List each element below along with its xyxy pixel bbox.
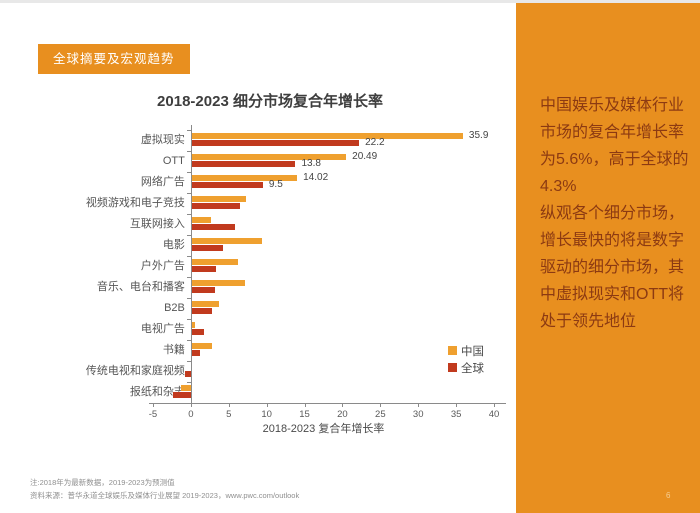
y-axis-tick (186, 256, 191, 257)
chart-bar-china (190, 301, 219, 307)
chart-bar-global (190, 203, 241, 209)
value-label: 20.49 (352, 151, 378, 162)
x-tick-label: 40 (488, 409, 500, 420)
legend-swatch-icon (448, 363, 457, 372)
x-axis-tick (456, 403, 458, 407)
chart-bar-global (190, 161, 296, 167)
value-label: 13.8 (301, 158, 321, 169)
y-axis-tick (186, 172, 191, 173)
y-axis-tick (186, 340, 191, 341)
x-tick-label: 20 (337, 409, 348, 420)
chart-bar-china (190, 196, 247, 202)
category-label: 传统电视和家庭视频 (85, 365, 185, 377)
y-axis-tick (186, 319, 191, 320)
chart-bar-china (190, 154, 347, 160)
y-axis-tick (186, 277, 191, 278)
x-axis-tick (190, 403, 192, 407)
x-tick-label: -5 (148, 409, 158, 420)
chart-bar-global (184, 371, 191, 377)
x-axis-tick (418, 403, 420, 407)
chart-bar-china (190, 343, 213, 349)
category-label: 互联网接入 (129, 218, 185, 230)
page-number: 6 (666, 491, 671, 500)
sidebar-commentary: 中国娱乐及媒体行业市场的复合年增长率为5.6%，高于全球的4.3% 纵观各个细分… (516, 3, 700, 335)
y-axis-line (190, 125, 192, 403)
y-axis-tick (186, 298, 191, 299)
y-axis-tick (186, 235, 191, 236)
footnote-note: 注:2018年为最新数据，2019-2023为预测值 (30, 478, 175, 487)
category-label: 报纸和杂志 (129, 386, 185, 398)
chart-bar-china (181, 385, 191, 391)
category-label: 电视广告 (140, 323, 185, 335)
value-label: 14.02 (303, 172, 329, 183)
legend-swatch-icon (448, 346, 457, 355)
y-axis-tick (186, 130, 191, 131)
chart-bar-china (190, 238, 263, 244)
x-axis-tick (153, 403, 154, 407)
category-label: B2B (164, 302, 185, 314)
category-label: 视频游戏和电子竞技 (85, 197, 185, 209)
category-label: 电影 (162, 239, 185, 251)
chart-bar-global (190, 329, 204, 335)
x-axis-line (149, 403, 506, 404)
chart-bar-china (190, 259, 238, 265)
y-axis-tick (186, 193, 191, 194)
x-axis-tick (228, 403, 230, 407)
sidebar-paragraph-2: 纵观各个细分市场，增长最快的将是数字驱动的细分市场，其中虚拟现实和OTT将处于领… (540, 205, 685, 330)
value-label: 35.9 (468, 130, 489, 141)
section-badge-label: 全球摘要及宏观趋势 (53, 52, 175, 66)
chart-title: 2018-2023 细分市场复合年增长率 (157, 93, 383, 110)
legend-item: 中国 (448, 342, 484, 359)
sidebar-paragraph-1: 中国娱乐及媒体行业市场的复合年增长率为5.6%，高于全球的4.3% (540, 97, 689, 195)
x-tick-label: 0 (188, 409, 194, 420)
x-tick-label: 30 (412, 409, 424, 420)
x-axis-tick (304, 403, 306, 407)
value-label: 9.5 (268, 179, 283, 190)
x-axis-tick (342, 403, 344, 407)
chart-bar-china (190, 133, 463, 139)
x-axis-tick (494, 403, 495, 407)
value-label: 22.2 (365, 137, 385, 148)
footnote-source: 资料来源：普华永道全球娱乐及媒体行业展望 2019-2023，www.pwc.c… (30, 491, 300, 500)
x-axis-tick (380, 403, 382, 407)
x-tick-label: 35 (450, 409, 462, 420)
legend-label: 全球 (461, 362, 484, 375)
chart-bar-global (190, 245, 224, 251)
category-label: OTT (162, 155, 185, 167)
sidebar-panel: 中国娱乐及媒体行业市场的复合年增长率为5.6%，高于全球的4.3% 纵观各个细分… (516, 3, 700, 513)
x-axis-title: 2018-2023 复合年增长率 (262, 423, 385, 435)
chart-bar-china (190, 280, 246, 286)
category-label: 音乐、电台和播客 (96, 281, 185, 293)
chart-bar-global (190, 308, 213, 314)
legend-item: 全球 (448, 359, 484, 376)
x-tick-label: 15 (299, 409, 310, 420)
x-tick-label: 25 (375, 409, 386, 420)
category-label: 网络广告 (140, 176, 185, 188)
chart-bar-china (190, 322, 195, 328)
chart-bar-china (190, 217, 211, 223)
y-axis-tick (186, 361, 191, 362)
bar-chart: 2018-2023 复合年增长率 虚拟现实 35.9 22.2 OTT 20.49 13.… (30, 125, 520, 460)
x-axis-tick (266, 403, 268, 407)
chart-bar-global (190, 266, 216, 272)
y-axis-tick (186, 214, 191, 215)
chart-bar-global (190, 287, 216, 293)
category-label: 虚拟现实 (140, 134, 185, 146)
chart-bar-global (173, 392, 191, 398)
x-tick-label: 5 (226, 409, 232, 420)
chart-bar-global (190, 182, 263, 188)
chart-bar-global (190, 140, 360, 146)
chart-legend: 中国 全球 (448, 342, 484, 376)
y-axis-tick (186, 151, 191, 152)
category-label: 书籍 (162, 344, 185, 356)
top-divider (0, 0, 700, 3)
chart-bar-china (190, 175, 298, 181)
chart-bar-global (190, 224, 235, 230)
chart-bar-global (190, 350, 200, 356)
y-axis-tick (186, 382, 191, 383)
category-label: 户外广告 (140, 260, 185, 272)
section-badge: 全球摘要及宏观趋势 (38, 44, 190, 74)
legend-label: 中国 (461, 345, 484, 358)
x-tick-label: 10 (261, 409, 272, 420)
